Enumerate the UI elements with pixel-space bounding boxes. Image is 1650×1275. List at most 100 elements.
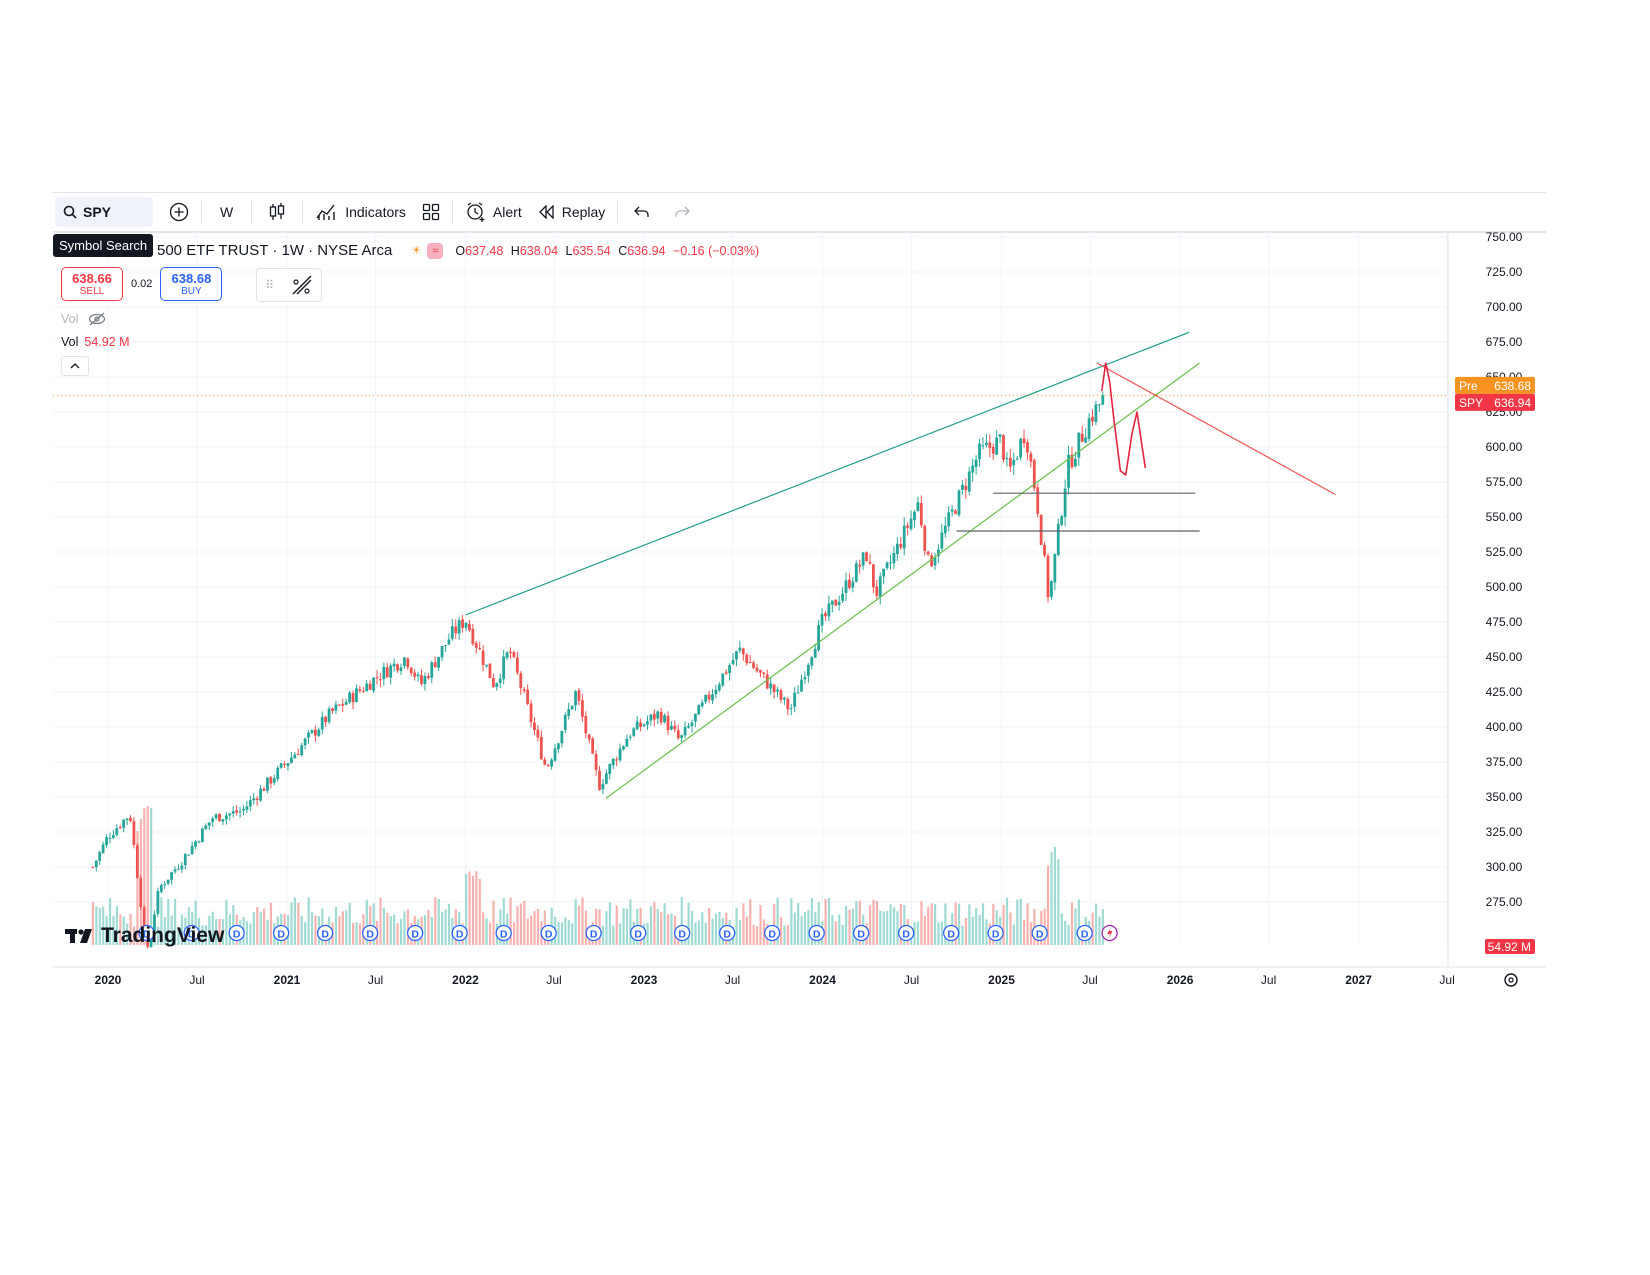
volume-bar	[567, 920, 570, 945]
volume-bar	[793, 912, 796, 945]
volume-bar	[485, 918, 488, 945]
dividend-marker[interactable]	[272, 924, 290, 942]
candle-body	[286, 763, 290, 766]
volume-bar	[886, 911, 889, 945]
replay-button[interactable]: Replay	[530, 197, 614, 227]
dividend-marker-letter: D	[277, 929, 285, 941]
dividend-marker[interactable]	[764, 924, 781, 942]
price-chart[interactable]: 750.00725.00700.00675.00650.00625.00600.…	[53, 232, 1546, 1029]
candle-body	[543, 759, 547, 765]
volume-bar	[502, 898, 505, 945]
collapse-legend-button[interactable]	[61, 356, 89, 376]
volume-legend[interactable]: Vol 54.92 M	[61, 335, 130, 349]
dividend-marker[interactable]	[808, 924, 825, 942]
candle-body	[591, 738, 595, 754]
trendline-green[interactable]	[605, 362, 1200, 799]
candle-body	[731, 660, 735, 665]
dividend-marker[interactable]	[228, 924, 245, 942]
dividend-marker[interactable]	[451, 924, 468, 942]
drag-handle-icon[interactable]: ⠿	[265, 278, 275, 292]
y-tick-label: 425.00	[1486, 685, 1523, 699]
candle-body	[502, 656, 506, 680]
dividend-marker[interactable]	[495, 924, 512, 942]
eye-off-icon[interactable]	[88, 312, 106, 326]
candle-body	[998, 434, 1002, 437]
dividend-marker[interactable]	[943, 924, 960, 942]
trendline-red[interactable]	[1096, 362, 1336, 496]
candle-body	[1094, 404, 1098, 423]
volume-bar	[533, 911, 536, 945]
volume-bar	[913, 922, 916, 945]
volume-bar	[920, 900, 923, 945]
trend-line-tool-icon[interactable]	[291, 274, 313, 296]
x-tick-label: Jul	[189, 973, 204, 987]
sell-button[interactable]: 638.66 SELL	[61, 267, 123, 301]
candle-body	[1036, 487, 1040, 514]
candle-body	[111, 835, 115, 838]
dividend-marker[interactable]	[1031, 924, 1048, 942]
volume-bar	[762, 919, 766, 945]
volume-bar	[714, 913, 718, 945]
dividend-marker[interactable]	[138, 924, 155, 942]
dividend-marker[interactable]	[316, 924, 334, 942]
dividend-marker[interactable]	[674, 924, 691, 942]
candle-body	[1019, 438, 1023, 458]
candle-body	[430, 662, 434, 678]
compare-symbol-button[interactable]	[161, 197, 197, 227]
symbol-search-button[interactable]: SPY	[55, 197, 153, 227]
x-tick-label: Jul	[725, 973, 740, 987]
alert-button[interactable]: Alert	[457, 197, 530, 227]
trendline-teal[interactable]	[465, 331, 1190, 616]
volume-bar	[666, 914, 670, 945]
dividend-marker[interactable]	[630, 924, 647, 942]
dividend-marker[interactable]	[540, 924, 557, 942]
pre-market-sun-icon[interactable]: ☀	[411, 244, 422, 257]
volume-bar	[755, 926, 759, 945]
candle-body	[943, 525, 947, 534]
dividend-marker[interactable]	[361, 924, 379, 942]
volume-bar	[465, 873, 468, 945]
candle-body	[906, 525, 910, 528]
y-tick-label: 275.00	[1486, 895, 1523, 909]
buy-button[interactable]: 638.68 BUY	[160, 267, 223, 301]
dividend-marker[interactable]	[585, 924, 602, 942]
candle-body	[153, 914, 156, 931]
volume-bar	[293, 897, 297, 945]
hand-drawn-projection[interactable]	[1101, 362, 1147, 476]
y-tick-label: 725.00	[1486, 265, 1523, 279]
symbol-title[interactable]: 500 ETF TRUST · 1W · NYSE Arca	[157, 242, 393, 259]
dividend-marker[interactable]	[853, 924, 870, 942]
interval-button[interactable]: W	[206, 197, 247, 227]
templates-button[interactable]	[414, 197, 448, 227]
candle-body	[683, 726, 687, 736]
dividend-marker[interactable]	[406, 924, 424, 942]
dividend-marker[interactable]	[719, 924, 736, 942]
candle-body	[926, 551, 930, 555]
volume-bar	[156, 926, 160, 945]
candle-body	[382, 666, 386, 680]
tradingview-logo[interactable]: TradingView	[65, 924, 224, 948]
volume-bar	[1101, 909, 1104, 945]
candle-body	[255, 798, 259, 801]
volume-bar	[619, 923, 622, 945]
volume-indicator-hidden[interactable]: Vol	[61, 312, 106, 326]
dividend-marker[interactable]	[898, 924, 915, 942]
volume-bar	[91, 901, 95, 945]
candle-body	[310, 730, 314, 733]
data-delay-icon[interactable]: ≈	[427, 242, 444, 259]
candle-body	[224, 815, 228, 820]
indicators-button[interactable]: Indicators	[307, 197, 414, 227]
chart-type-button[interactable]	[256, 197, 298, 227]
candle-body	[163, 884, 167, 886]
candle-body	[806, 664, 810, 676]
volume-bar	[396, 923, 399, 945]
volume-bar	[119, 914, 122, 945]
redo-button[interactable]	[662, 197, 702, 227]
gear-icon[interactable]	[1504, 973, 1518, 987]
dividend-marker[interactable]	[183, 924, 200, 942]
dividend-marker[interactable]	[1076, 924, 1093, 942]
dividend-marker[interactable]	[987, 924, 1004, 942]
candle-body	[533, 722, 536, 731]
alert-label: Alert	[492, 204, 522, 220]
undo-button[interactable]	[622, 197, 662, 227]
